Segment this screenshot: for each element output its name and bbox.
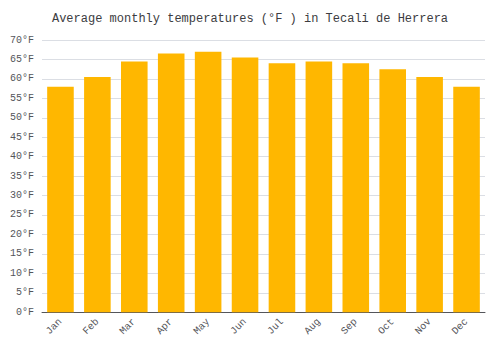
svg-text:Apr: Apr — [155, 316, 175, 336]
svg-text:Sep: Sep — [339, 316, 359, 336]
svg-text:10°F: 10°F — [10, 268, 34, 279]
svg-text:20°F: 20°F — [10, 229, 34, 240]
svg-text:40°F: 40°F — [10, 151, 34, 162]
svg-text:Jun: Jun — [228, 316, 248, 336]
svg-text:5°F: 5°F — [16, 287, 34, 298]
svg-text:60°F: 60°F — [10, 73, 34, 84]
svg-text:Dec: Dec — [450, 316, 470, 336]
svg-text:15°F: 15°F — [10, 248, 34, 259]
svg-text:Feb: Feb — [81, 316, 101, 336]
svg-text:Aug: Aug — [302, 316, 322, 336]
svg-text:70°F: 70°F — [10, 35, 34, 46]
svg-text:Mar: Mar — [118, 316, 138, 336]
svg-text:35°F: 35°F — [10, 171, 34, 182]
svg-text:Jul: Jul — [265, 316, 285, 336]
svg-text:Oct: Oct — [376, 316, 396, 336]
svg-text:55°F: 55°F — [10, 93, 34, 104]
svg-text:30°F: 30°F — [10, 190, 34, 201]
svg-text:65°F: 65°F — [10, 54, 34, 65]
svg-text:25°F: 25°F — [10, 209, 34, 220]
svg-text:Average monthly temperatures (: Average monthly temperatures (°F ) in Te… — [52, 12, 448, 26]
svg-text:50°F: 50°F — [10, 112, 34, 123]
svg-text:May: May — [192, 316, 212, 336]
svg-text:Jan: Jan — [44, 316, 64, 336]
svg-text:Nov: Nov — [413, 316, 433, 336]
svg-text:45°F: 45°F — [10, 132, 34, 143]
svg-text:0°F: 0°F — [16, 307, 34, 318]
